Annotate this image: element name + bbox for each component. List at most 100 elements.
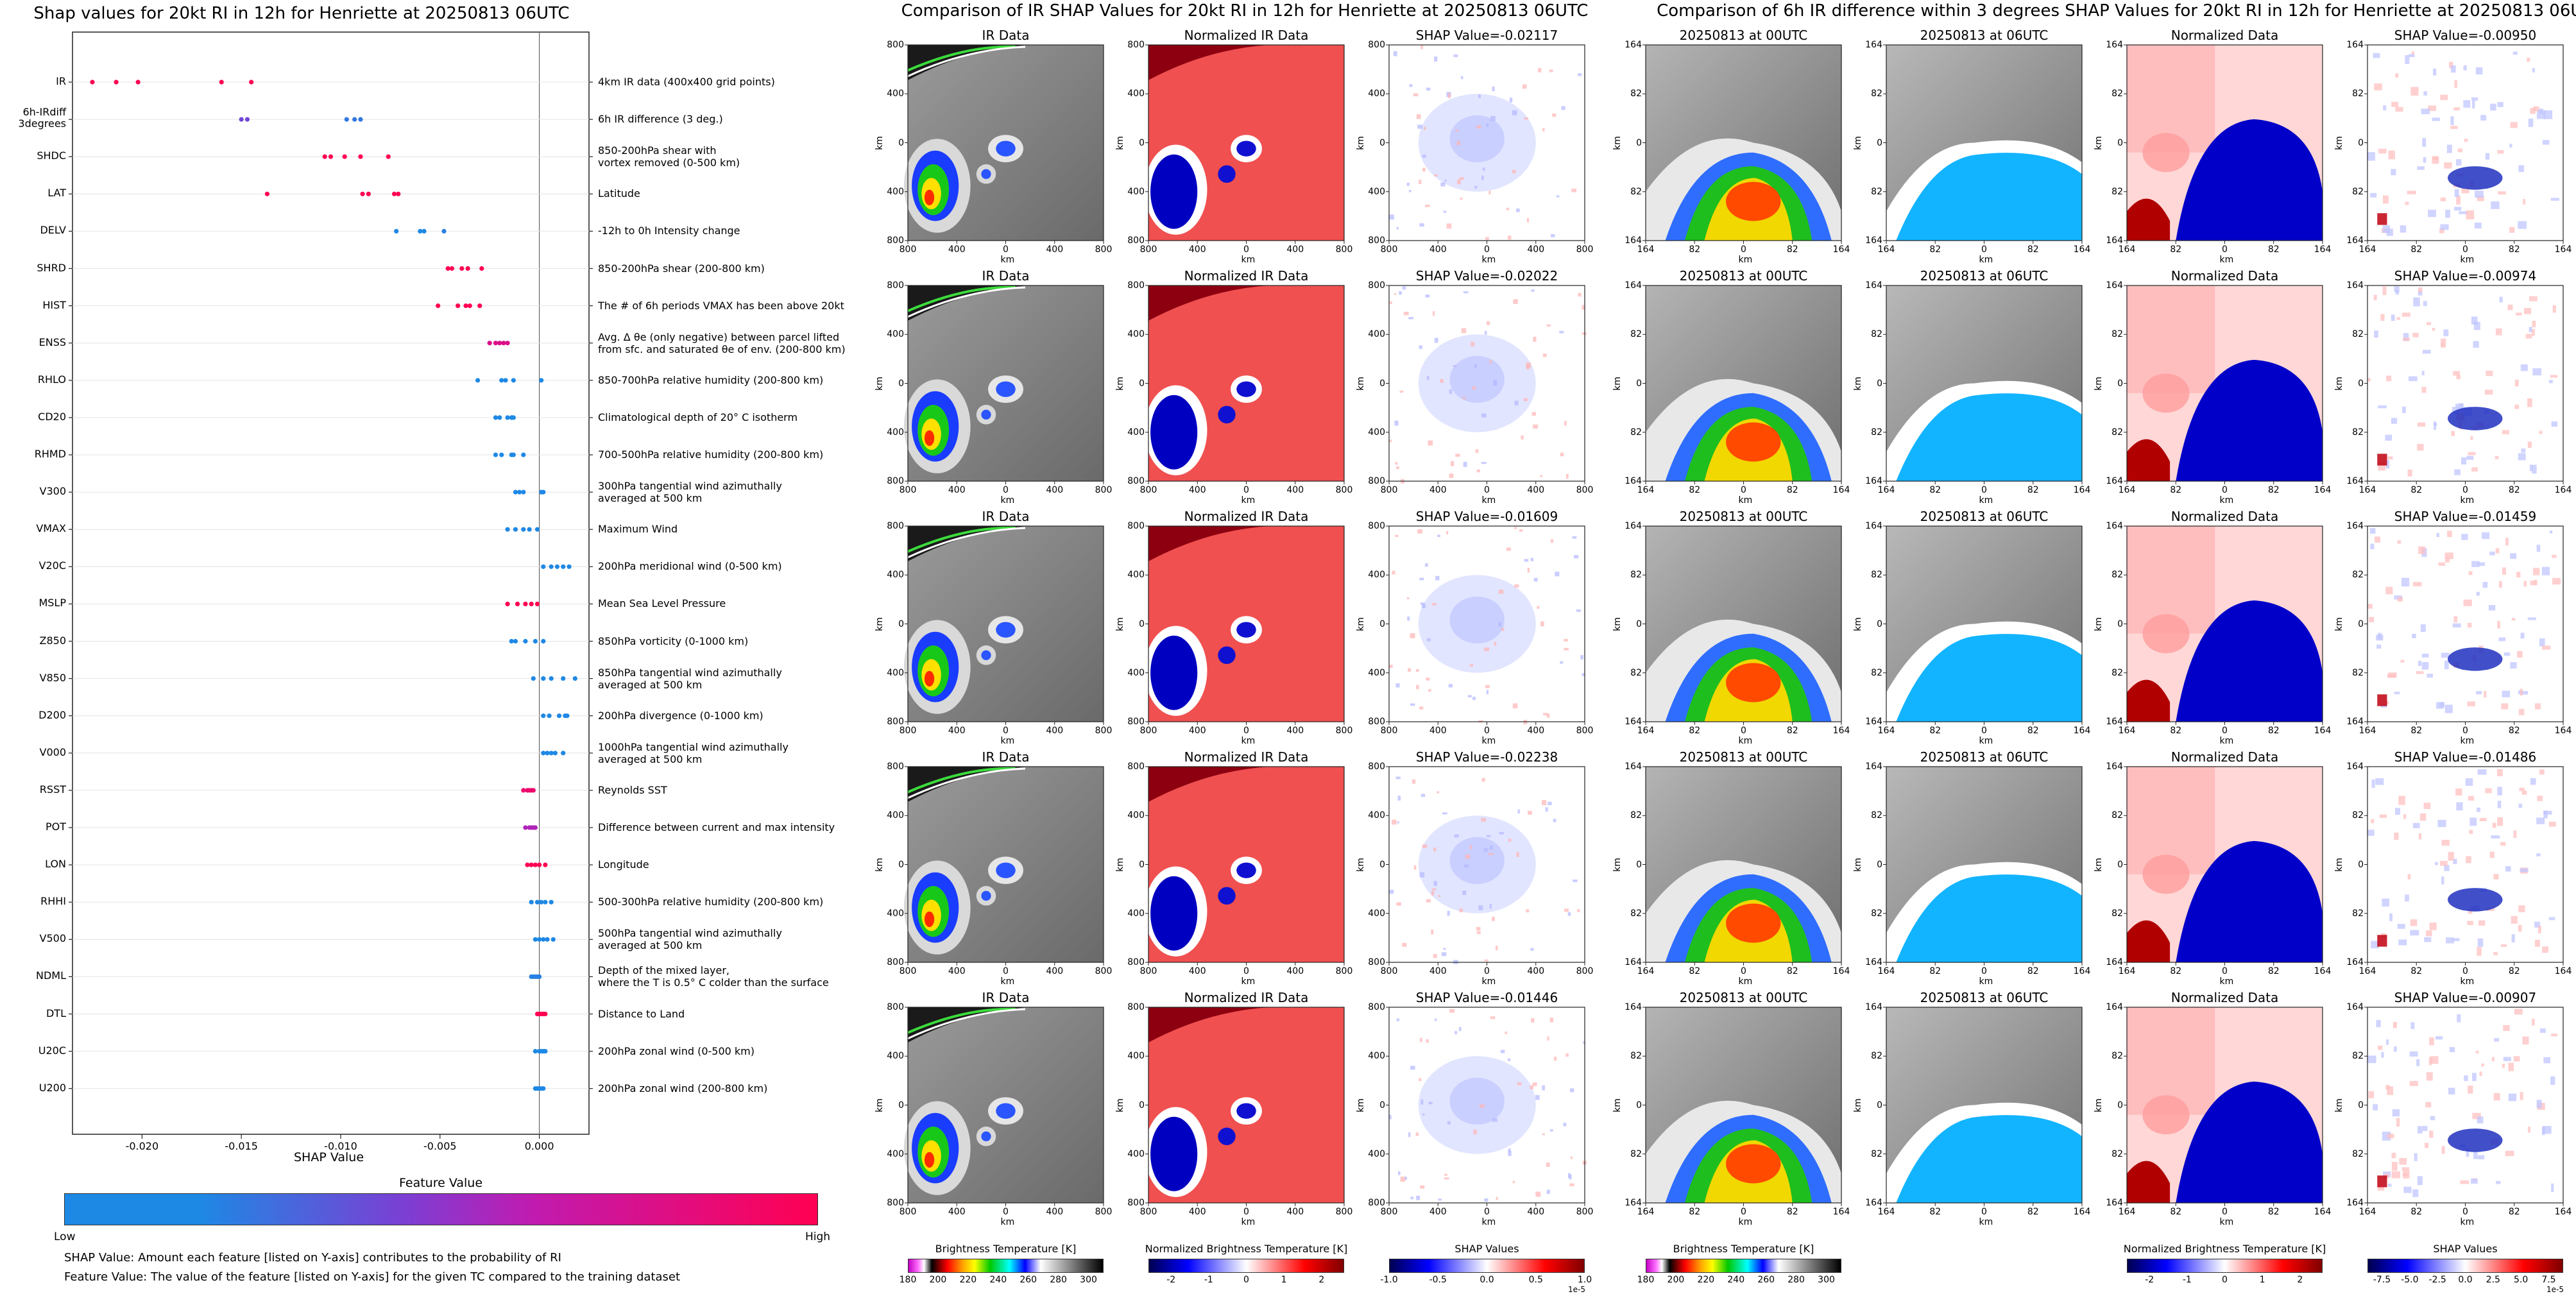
panel-ytick-label: 800 <box>887 957 904 967</box>
panel-ylabel: km <box>874 1098 885 1112</box>
panel-xtick-label: 400 <box>1188 1207 1206 1217</box>
feature-description-label: 850hPa tangential wind azimuthally avera… <box>598 666 782 691</box>
shap-map-image <box>1389 526 1585 725</box>
feature-code-label: RSST <box>39 783 66 796</box>
shap-value: -0.02117 <box>1500 28 1558 43</box>
shap-point <box>525 788 530 793</box>
shap-point <box>515 601 520 607</box>
panel-xtick-label: 0 <box>2462 485 2468 495</box>
panel-title: IR Data <box>982 28 1030 43</box>
panel-ytick-label: 82 <box>1871 186 1882 197</box>
panel-xtick-label: 164 <box>2554 244 2572 255</box>
panel-xtick-label: 164 <box>1877 1207 1895 1217</box>
panel-title: 20250813 at 06UTC <box>1920 268 2049 284</box>
panel-title: IR Data <box>982 990 1030 1005</box>
panel-ytick-label: 164 <box>1625 235 1642 246</box>
panel-ytick-label: 800 <box>887 235 904 246</box>
panel-xtick-label: 400 <box>1188 966 1206 976</box>
panel-ytick-label: 0 <box>1379 378 1385 389</box>
panel-shap-title: SHAP Value=-0.02117 <box>1416 28 1558 43</box>
feature-description-label: Mean Sea Level Pressure <box>598 597 726 610</box>
shap-point <box>543 1049 548 1054</box>
panel-frame <box>1886 1007 2083 1204</box>
feature-description-label: Avg. Δ θe (only negative) between parcel… <box>598 330 846 355</box>
panel-xlabel: km <box>2460 736 2475 746</box>
colorbar-tick-label: 180 <box>1637 1275 1655 1285</box>
panel-ytick-label: 400 <box>1368 667 1385 678</box>
feature-code-label: V300 <box>39 485 66 498</box>
panel-xtick-label: 400 <box>1046 1207 1064 1217</box>
shap-point <box>513 490 518 495</box>
normalized-ir-image <box>1144 45 1344 241</box>
panel-ytick-label: 0 <box>2117 618 2123 629</box>
panel-xtick-label: 164 <box>2118 966 2136 976</box>
feature-code-label: V000 <box>39 745 66 758</box>
panel-xtick-label: 800 <box>899 485 917 495</box>
panel-ytick-label: 800 <box>1368 235 1385 246</box>
panel-title: Normalized IR Data <box>1184 990 1309 1005</box>
shap-value: -0.00907 <box>2478 990 2537 1005</box>
panel-ytick-label: 164 <box>2346 235 2364 246</box>
panel-ytick-label: 82 <box>1630 329 1642 340</box>
shap-point <box>366 191 371 196</box>
ir-6h-later-image <box>1886 1007 2082 1203</box>
panel-ylabel: km <box>2093 1098 2104 1112</box>
shap-point <box>545 937 550 942</box>
panel-xtick-label: 0 <box>1741 1207 1746 1217</box>
colorbar-tick-label: 0.0 <box>1480 1275 1494 1285</box>
panel-xlabel: km <box>1481 255 1496 265</box>
panel-ytick-label: 164 <box>2106 521 2123 531</box>
panel-title: IR Data <box>982 749 1030 765</box>
shap-point <box>456 303 461 309</box>
panel-xtick-label: 400 <box>1527 485 1545 495</box>
panel-xtick-label: 800 <box>1335 1207 1353 1217</box>
panel-ytick-label: 400 <box>1368 186 1385 197</box>
colorbar-tick-label: 280 <box>1050 1275 1067 1285</box>
panel-ytick-label: 82 <box>2111 329 2123 340</box>
panel-ytick-label: 0 <box>2358 859 2364 870</box>
shap-point <box>505 527 510 532</box>
panel-ytick-label: 164 <box>2106 1198 2123 1208</box>
colorbar-tick-label: 5.0 <box>2514 1275 2529 1285</box>
panel-ytick-label: 800 <box>1368 762 1385 772</box>
panel-xtick-label: 800 <box>1576 485 1594 495</box>
colorbar <box>2127 1259 2323 1273</box>
panel-ytick-label: 164 <box>1625 1198 1642 1208</box>
panel-xtick-label: 82 <box>1689 726 1701 736</box>
panel-xtick-label: 0 <box>1003 966 1009 976</box>
panel-ytick-label: 0 <box>1379 137 1385 148</box>
shap-point <box>521 452 526 457</box>
feature-code-label: HIST <box>42 298 66 311</box>
panel-xlabel: km <box>2219 1217 2234 1227</box>
normalized-ir-image <box>1144 1007 1344 1203</box>
panel-ytick-label: 0 <box>1877 1100 1882 1111</box>
panel-ytick-label: 800 <box>1127 762 1145 772</box>
shap-prefix: SHAP Value= <box>2394 509 2479 524</box>
panel-xtick-label: 82 <box>2410 726 2423 736</box>
panel-xtick-label: 400 <box>1286 485 1304 495</box>
panel-ytick-label: 164 <box>2106 476 2123 486</box>
panel-ylabel: km <box>1612 617 1623 631</box>
shap-point <box>563 713 568 719</box>
shap-point <box>523 601 528 607</box>
panel-ytick-label: 164 <box>1865 40 1882 50</box>
shap-point <box>549 899 554 905</box>
panel-title: 20250813 at 06UTC <box>1920 749 2049 765</box>
panel-ylabel: km <box>2333 376 2344 391</box>
panel-xtick-label: 164 <box>2314 1207 2332 1217</box>
shap-map-image <box>1389 45 1585 241</box>
shap-point <box>436 303 441 309</box>
panel-ytick-label: 0 <box>2117 137 2123 148</box>
panel-ytick-label: 400 <box>887 1148 904 1159</box>
shap-point <box>529 825 534 830</box>
panel-xtick-label: 82 <box>2410 244 2423 255</box>
panel-frame <box>1886 44 2083 241</box>
panel-title: IR Data <box>982 268 1030 284</box>
shap-point <box>529 601 534 607</box>
panel-ytick-label: 164 <box>2346 476 2364 486</box>
shap-point <box>552 751 558 756</box>
panel-xtick-label: 0 <box>2222 244 2228 255</box>
colorbar-tick-label: 0 <box>2222 1275 2228 1285</box>
panel-ytick-label: 0 <box>1379 1100 1385 1111</box>
shap-point <box>418 228 423 234</box>
